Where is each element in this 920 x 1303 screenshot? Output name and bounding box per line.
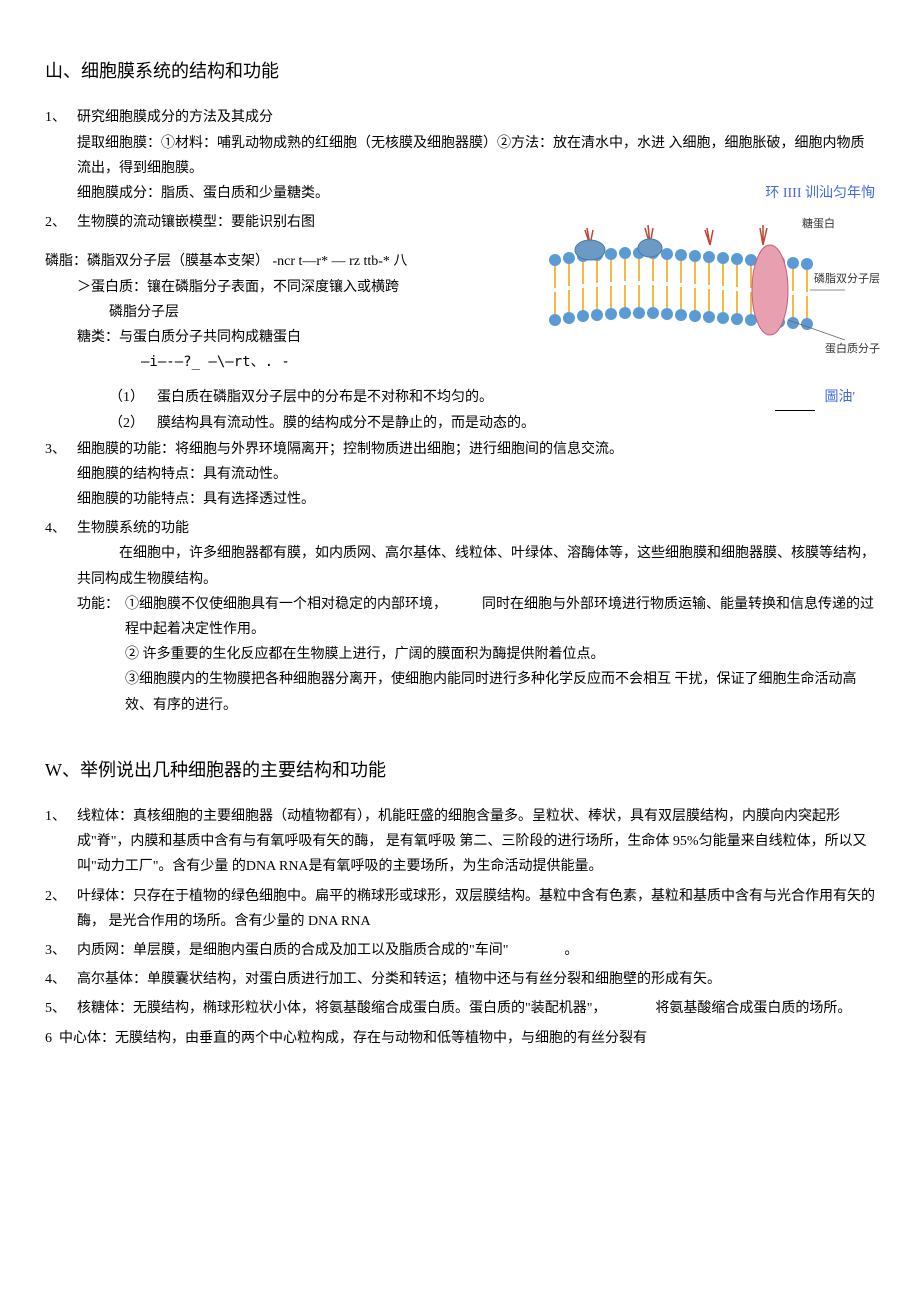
s2-item-3: 3、 内质网：单层膜，是细胞内蛋白质的合成及加工以及脂质合成的"车间" 。 (45, 938, 875, 963)
item-2-sub-3: 糖类：与蛋白质分子共同构成糖蛋白 (45, 325, 545, 350)
item-2-point-1-text: 蛋白质在磷脂双分子层中的分布是不对称和不均匀的。 (157, 390, 493, 405)
item-1-side: 环 IIII 训汕匀年恂 (765, 181, 875, 206)
item-1-line-1: 提取细胞膜：①材料：哺乳动物成熟的红细胞（无核膜及细胞器膜）②方法：放在清水中，… (77, 131, 875, 181)
s2-item-6-num: 6 (45, 1026, 59, 1051)
item-3-line-0: 细胞膜的功能：将细胞与外界环境隔离开；控制物质进出细胞；进行细胞间的信息交流。 (77, 437, 875, 462)
label-phospholipid: 磷脂双分子层 (814, 270, 880, 290)
item-2-point-2: （2） 膜结构具有流动性。膜的结构成分不是静止的，而是动态的。 (45, 411, 875, 436)
s2-item-6-text: 中心体：无膜结构，由垂直的两个中心粒构成，存在与动物和低等植物中，与细胞的有丝分… (59, 1026, 875, 1051)
s2-item-3-num: 3、 (45, 938, 77, 963)
item-3-line-2: 细胞膜的功能特点：具有选择透过性。 (77, 487, 875, 512)
item-2-point-1-num: （1） (109, 385, 157, 410)
item-2-point-2-num: （2） (109, 411, 157, 436)
s2-item-5-text: 核糖体：无膜结构，椭球形粒状小体，将氨基酸缩合成蛋白质。蛋白质的"装配机器"， … (77, 996, 875, 1021)
s2-item-4: 4、 高尔基体：单膜囊状结构，对蛋白质进行加工、分类和转运；植物中还与有丝分裂和… (45, 967, 875, 992)
item-4-func-1: ② 许多重要的生化反应都在生物膜上进行，广阔的膜面积为酶提供附着位点。 (125, 642, 875, 667)
s2-item-2-text: 叶绿体：只存在于植物的绿色细胞中。扁平的椭球形或球形，双层膜结构。基粒中含有色素… (77, 884, 875, 934)
item-2-sub-0: 磷脂：磷脂双分子层（膜基本支架） -ncr t—r* — rz ttb-* 八 (45, 249, 545, 274)
item-2-sub-4: —i—‐—?_ —\—rt、. - (45, 350, 545, 375)
s2-item-2: 2、 叶绿体：只存在于植物的绿色细胞中。扁平的椭球形或球形，双层膜结构。基粒中含… (45, 884, 875, 934)
label-protein: 蛋白质分子 (825, 340, 880, 360)
item-4-num: 4、 (45, 516, 77, 718)
item-1-num: 1、 (45, 105, 77, 206)
item-4-func-0: ①细胞膜不仅使细胞具有一个相对稳定的内部环境， 同时在细胞与外部环境进行物质运输… (125, 592, 875, 642)
s2-item-2-num: 2、 (45, 884, 77, 934)
item-4-title: 生物膜系统的功能 (77, 516, 875, 541)
item-1-line-2: 细胞膜成分：脂质、蛋白质和少量糖类。 (77, 181, 329, 206)
section-2-title: W、举例说出几种细胞器的主要结构和功能 (45, 754, 875, 786)
s2-item-5-num: 5、 (45, 996, 77, 1021)
s2-item-6: 6 中心体：无膜结构，由垂直的两个中心粒构成，存在与动物和低等植物中，与细胞的有… (45, 1026, 875, 1051)
item-4-func-2: ③细胞膜内的生物膜把各种细胞器分离开，使细胞内能同时进行多种化学反应而不会相互 … (125, 667, 875, 717)
s2-item-1: 1、 线粒体：真核细胞的主要细胞器（动植物都有），机能旺盛的细胞含量多。呈粒状、… (45, 804, 875, 880)
item-1-line-0: 研究细胞膜成分的方法及其成分 (77, 105, 875, 130)
s2-item-5: 5、 核糖体：无膜结构，椭球形粒状小体，将氨基酸缩合成蛋白质。蛋白质的"装配机器… (45, 996, 875, 1021)
membrane-svg (535, 220, 875, 380)
s2-item-4-num: 4、 (45, 967, 77, 992)
item-4-para: 在细胞中，许多细胞器都有膜，如内质网、高尔基体、线粒体、叶绿体、溶酶体等，这些细… (77, 541, 875, 591)
membrane-diagram: 糖蛋白 磷脂双分子层 蛋白质分子 (535, 220, 875, 389)
section-2: W、举例说出几种细胞器的主要结构和功能 1、 线粒体：真核细胞的主要细胞器（动植… (45, 754, 875, 1051)
s2-item-3-text: 内质网：单层膜，是细胞内蛋白质的合成及加工以及脂质合成的"车间" 。 (77, 938, 875, 963)
item-4: 4、 生物膜系统的功能 在细胞中，许多细胞器都有膜，如内质网、高尔基体、线粒体、… (45, 516, 875, 718)
s2-item-1-text: 线粒体：真核细胞的主要细胞器（动植物都有），机能旺盛的细胞含量多。呈粒状、棒状，… (77, 804, 875, 880)
label-glycoprotein: 糖蛋白 (802, 215, 835, 235)
item-2-num: 2、 (45, 210, 77, 235)
s2-item-1-num: 1、 (45, 804, 77, 880)
item-2-sub-1: ＞蛋白质：镶在磷脂分子表面，不同深度镶入或横跨 (45, 275, 545, 300)
item-4-func-label: 功能： (77, 592, 125, 718)
item-2-sub-2: 磷脂分子层 (45, 300, 545, 325)
item-2-point-2-text: 膜结构具有流动性。膜的结构成分不是静止的，而是动态的。 (157, 411, 875, 436)
item-3-num: 3、 (45, 437, 77, 513)
item-2-line-0: 生物膜的流动镶嵌模型：要能识别右图 (77, 210, 577, 235)
item-1: 1、 研究细胞膜成分的方法及其成分 提取细胞膜：①材料：哺乳动物成熟的红细胞（无… (45, 105, 875, 206)
s2-item-4-text: 高尔基体：单膜囊状结构，对蛋白质进行加工、分类和转运；植物中还与有丝分裂和细胞壁… (77, 967, 875, 992)
item-3: 3、 细胞膜的功能：将细胞与外界环境隔离开；控制物质进出细胞；进行细胞间的信息交… (45, 437, 875, 513)
item-3-line-1: 细胞膜的结构特点：具有流动性。 (77, 462, 875, 487)
section-1-title: 山、细胞膜系统的结构和功能 (45, 55, 875, 87)
